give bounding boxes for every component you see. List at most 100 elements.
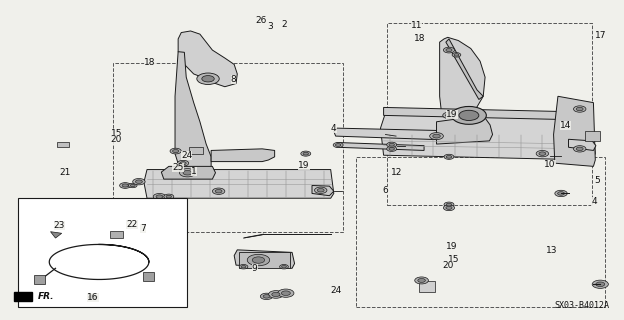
Circle shape bbox=[577, 107, 583, 111]
Circle shape bbox=[446, 156, 452, 158]
Text: 4: 4 bbox=[331, 124, 336, 132]
Circle shape bbox=[144, 249, 160, 257]
Text: 9: 9 bbox=[252, 264, 258, 273]
Text: 1: 1 bbox=[191, 167, 197, 176]
Text: 8: 8 bbox=[231, 75, 236, 84]
Circle shape bbox=[452, 52, 461, 57]
Text: 23: 23 bbox=[54, 221, 65, 230]
Polygon shape bbox=[337, 142, 424, 150]
Circle shape bbox=[180, 162, 186, 165]
Circle shape bbox=[446, 49, 452, 52]
Text: 20: 20 bbox=[442, 261, 454, 270]
Circle shape bbox=[212, 188, 225, 195]
Circle shape bbox=[536, 150, 548, 157]
Circle shape bbox=[558, 192, 565, 195]
Text: 7: 7 bbox=[140, 224, 145, 233]
Circle shape bbox=[446, 206, 452, 209]
Bar bbox=[387, 23, 592, 204]
Circle shape bbox=[592, 280, 608, 288]
Circle shape bbox=[173, 149, 178, 153]
Text: FR.: FR. bbox=[38, 292, 54, 301]
Polygon shape bbox=[234, 250, 295, 268]
Circle shape bbox=[459, 110, 479, 121]
Circle shape bbox=[314, 187, 327, 194]
Circle shape bbox=[555, 190, 567, 197]
Circle shape bbox=[301, 151, 311, 156]
Polygon shape bbox=[568, 139, 596, 150]
FancyArrow shape bbox=[14, 292, 32, 301]
Polygon shape bbox=[51, 232, 62, 238]
Circle shape bbox=[336, 144, 341, 147]
Text: 13: 13 bbox=[546, 246, 557, 255]
Text: 10: 10 bbox=[544, 160, 555, 169]
Bar bbox=[143, 272, 154, 281]
Text: 20: 20 bbox=[111, 135, 122, 144]
Circle shape bbox=[183, 171, 192, 175]
Circle shape bbox=[281, 266, 286, 268]
Circle shape bbox=[278, 289, 294, 297]
Circle shape bbox=[241, 266, 246, 268]
Circle shape bbox=[197, 73, 219, 84]
Circle shape bbox=[129, 183, 137, 188]
Text: 6: 6 bbox=[383, 186, 388, 195]
Text: 19: 19 bbox=[446, 110, 458, 119]
Bar bbox=[239, 252, 290, 268]
Circle shape bbox=[444, 202, 454, 207]
Circle shape bbox=[164, 194, 173, 199]
Polygon shape bbox=[384, 108, 592, 120]
Polygon shape bbox=[175, 52, 211, 186]
Circle shape bbox=[317, 188, 324, 192]
Circle shape bbox=[443, 112, 455, 119]
Polygon shape bbox=[162, 166, 215, 179]
Circle shape bbox=[154, 194, 166, 200]
Text: SX03-B4012A: SX03-B4012A bbox=[555, 301, 610, 310]
Circle shape bbox=[444, 205, 454, 211]
Polygon shape bbox=[437, 116, 492, 144]
Polygon shape bbox=[312, 186, 334, 196]
Circle shape bbox=[596, 282, 605, 286]
Text: 26: 26 bbox=[255, 16, 266, 25]
Circle shape bbox=[387, 146, 397, 151]
Text: 5: 5 bbox=[594, 176, 600, 185]
Circle shape bbox=[444, 154, 454, 159]
Circle shape bbox=[539, 152, 546, 156]
Text: 22: 22 bbox=[127, 220, 138, 229]
Polygon shape bbox=[446, 39, 483, 100]
Text: 18: 18 bbox=[144, 58, 155, 67]
Bar bbox=[113, 63, 343, 232]
Circle shape bbox=[89, 295, 97, 299]
Circle shape bbox=[433, 134, 441, 138]
Circle shape bbox=[122, 184, 129, 187]
Circle shape bbox=[444, 47, 454, 53]
Circle shape bbox=[272, 292, 280, 297]
Circle shape bbox=[452, 107, 486, 124]
Circle shape bbox=[202, 76, 214, 82]
Circle shape bbox=[177, 160, 188, 166]
Text: 2: 2 bbox=[281, 20, 287, 29]
Circle shape bbox=[120, 183, 131, 188]
Circle shape bbox=[446, 203, 452, 206]
Polygon shape bbox=[144, 170, 334, 198]
Text: 16: 16 bbox=[87, 292, 99, 301]
Bar bbox=[34, 275, 45, 284]
Bar bbox=[110, 231, 123, 238]
Circle shape bbox=[263, 295, 270, 298]
Text: 15: 15 bbox=[448, 255, 460, 264]
Text: 18: 18 bbox=[414, 34, 426, 43]
Circle shape bbox=[156, 195, 163, 198]
Circle shape bbox=[333, 142, 343, 148]
Circle shape bbox=[280, 265, 288, 269]
Circle shape bbox=[454, 54, 459, 56]
Text: 21: 21 bbox=[60, 168, 71, 177]
Bar bbox=[419, 281, 435, 292]
Circle shape bbox=[387, 142, 397, 147]
Text: 24: 24 bbox=[181, 151, 192, 160]
Bar bbox=[585, 131, 600, 141]
Text: 25: 25 bbox=[172, 163, 184, 172]
Circle shape bbox=[573, 146, 586, 152]
Circle shape bbox=[179, 169, 195, 177]
Bar bbox=[18, 198, 187, 307]
Circle shape bbox=[446, 114, 452, 117]
Polygon shape bbox=[381, 109, 595, 160]
Circle shape bbox=[430, 132, 444, 140]
